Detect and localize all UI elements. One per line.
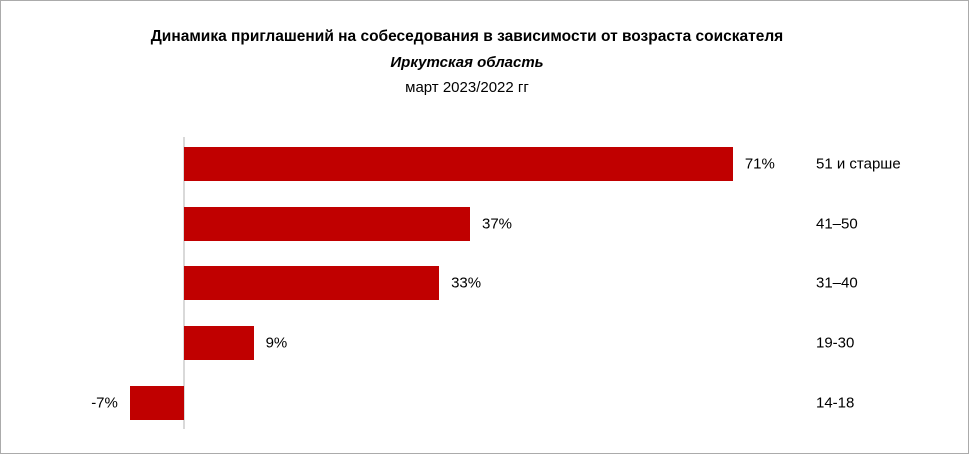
value-label: 37% [482,215,513,233]
value-label: 33% [451,274,482,292]
chart-period: март 2023/2022 гг [405,79,529,96]
value-label: 9% [265,334,288,352]
bar [184,206,470,241]
value-label: 71% [744,155,775,173]
chart-title: Динамика приглашений на собеседования в … [150,28,784,45]
category-label: 19-30 [816,334,855,352]
category-label: 51 и старше [816,155,901,173]
bar [184,326,254,361]
category-label: 41–50 [816,215,858,233]
bar [184,266,440,301]
category-label: 14-18 [816,394,855,412]
bar [184,147,733,181]
category-label: 31–40 [816,274,858,292]
bar [129,385,184,420]
value-label: -7% [91,394,118,412]
chart-subtitle: Иркутская область [390,54,544,71]
